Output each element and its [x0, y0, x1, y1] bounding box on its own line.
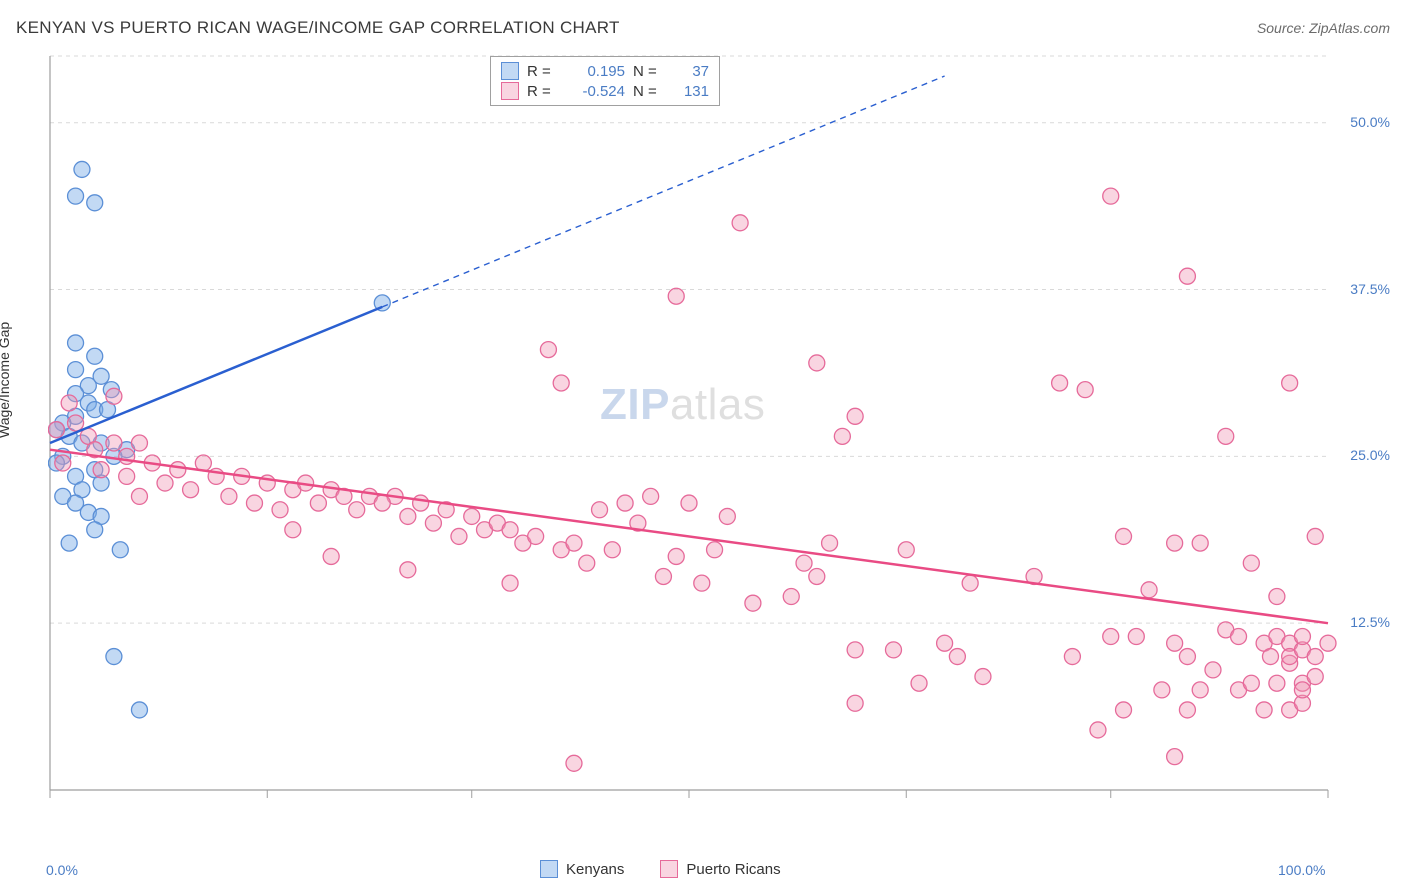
legend-r-label-2: R =: [527, 83, 557, 100]
y-tick-label: 12.5%: [1350, 614, 1390, 630]
legend-n-label-2: N =: [633, 83, 667, 100]
bottom-legend: Kenyans Puerto Ricans: [540, 860, 781, 878]
legend-box: R = 0.195 N = 37 R = -0.524 N = 131: [490, 56, 720, 106]
legend-r-label: R =: [527, 63, 557, 80]
swatch-puerto-ricans-bottom: [660, 860, 678, 878]
scatter-chart: [48, 50, 1368, 830]
bottom-legend-puerto-ricans: Puerto Ricans: [660, 860, 780, 878]
bottom-legend-kenyans: Kenyans: [540, 860, 624, 878]
swatch-kenyans-bottom: [540, 860, 558, 878]
legend-n-puerto-ricans: 131: [675, 83, 709, 100]
legend-n-label: N =: [633, 63, 667, 80]
legend-row-kenyans: R = 0.195 N = 37: [501, 61, 709, 81]
legend-r-puerto-ricans: -0.524: [565, 83, 625, 100]
chart-area: [48, 50, 1368, 830]
legend-row-puerto-ricans: R = -0.524 N = 131: [501, 81, 709, 101]
swatch-kenyans: [501, 62, 519, 80]
source-label: Source: ZipAtlas.com: [1257, 20, 1390, 36]
x-tick-label: 100.0%: [1278, 862, 1325, 878]
legend-r-kenyans: 0.195: [565, 63, 625, 80]
bottom-legend-kenyans-label: Kenyans: [566, 861, 624, 878]
legend-n-kenyans: 37: [675, 63, 709, 80]
y-axis-label: Wage/Income Gap: [0, 322, 12, 438]
y-tick-label: 25.0%: [1350, 447, 1390, 463]
bottom-legend-puerto-ricans-label: Puerto Ricans: [686, 861, 780, 878]
x-tick-label: 0.0%: [46, 862, 78, 878]
swatch-puerto-ricans: [501, 82, 519, 100]
chart-title: KENYAN VS PUERTO RICAN WAGE/INCOME GAP C…: [16, 18, 620, 38]
y-tick-label: 50.0%: [1350, 114, 1390, 130]
header: KENYAN VS PUERTO RICAN WAGE/INCOME GAP C…: [16, 18, 1390, 38]
y-tick-label: 37.5%: [1350, 281, 1390, 297]
